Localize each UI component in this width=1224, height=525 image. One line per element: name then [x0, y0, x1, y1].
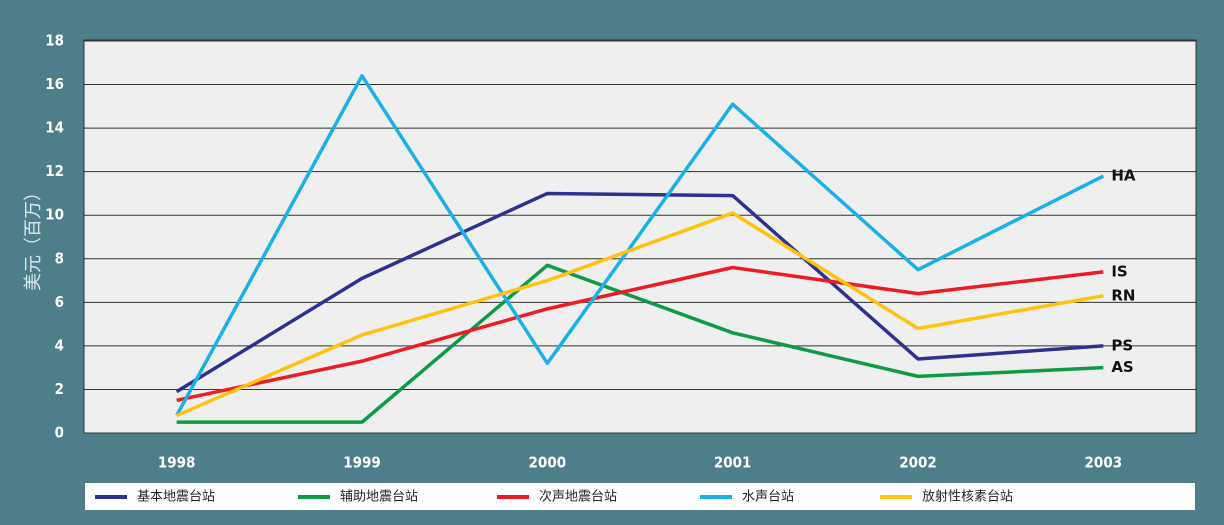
end-label: IS — [1111, 262, 1127, 280]
legend-label: 次声地震台站 — [539, 489, 617, 505]
line — [175, 191, 1104, 394]
y-axis-label: 美元（百万） — [23, 183, 44, 291]
line — [175, 74, 1105, 417]
y-tick-label: 12 — [45, 162, 64, 180]
y-tick-label: 8 — [55, 249, 64, 267]
end-label: PS — [1111, 336, 1133, 354]
legend-label: 放射性核素台站 — [922, 489, 1013, 505]
legend-box — [85, 483, 1195, 510]
y-tick-label: 0 — [55, 424, 64, 442]
x-tick-label: 1998 — [158, 454, 196, 472]
y-tick-label: 6 — [55, 293, 64, 311]
end-label: RN — [1111, 286, 1135, 304]
x-tick-label: 2000 — [529, 454, 567, 472]
legend-label: 基本地震台站 — [137, 490, 215, 505]
line — [176, 265, 1104, 403]
y-tick-label: 14 — [45, 119, 64, 137]
end-label: HA — [1111, 167, 1136, 185]
line — [176, 263, 1104, 424]
y-tick-label: 18 — [45, 32, 64, 50]
y-tick-label: 2 — [55, 380, 64, 398]
legend-label: 辅助地震台站 — [340, 490, 418, 505]
x-tick-label: 2001 — [714, 454, 752, 472]
y-tick-label: 16 — [45, 75, 64, 93]
y-tick-label: 4 — [55, 336, 64, 354]
end-label: AS — [1111, 358, 1133, 376]
line — [175, 211, 1104, 418]
y-tick-label: 10 — [45, 206, 64, 224]
x-tick-label: 2002 — [899, 454, 937, 472]
x-tick-label: 1999 — [343, 454, 381, 472]
x-tick-label: 2003 — [1085, 454, 1123, 472]
legend-label: 水声台站 — [742, 490, 794, 505]
